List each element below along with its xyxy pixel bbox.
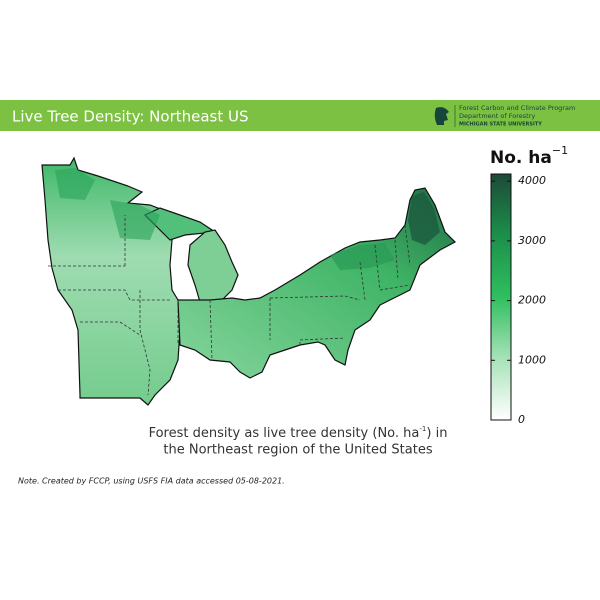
dense-area — [408, 192, 440, 245]
colorbar-tick-label: 2000 — [518, 294, 546, 307]
caption-text: Forest density as live tree density (No.… — [149, 426, 420, 441]
region-east — [177, 187, 456, 379]
colorbar: No. ha−1 0 1000 2000 3000 4000 — [490, 144, 568, 426]
colorbar-tick-label: 3000 — [518, 234, 546, 247]
colorbar-title-text: No. ha — [490, 148, 552, 168]
colorbar-title-sup: −1 — [552, 144, 568, 157]
region-michigan-up — [143, 207, 217, 241]
region-michigan-lp — [187, 229, 239, 303]
header-banner — [0, 100, 600, 131]
caption-line: the Northeast region of the United State… — [163, 443, 432, 458]
colorbar-scale — [490, 173, 512, 421]
logo: Forest Carbon and Climate Program Depart… — [434, 104, 575, 128]
header-title: Live Tree Density: Northeast US — [12, 108, 249, 126]
dense-area — [330, 243, 395, 270]
caption-sup: -1 — [419, 425, 426, 433]
caption-line: Forest density as live tree density (No.… — [149, 425, 448, 441]
logo-text: MICHIGAN STATE UNIVERSITY — [459, 122, 542, 128]
dense-area — [55, 168, 95, 200]
colorbar-title: No. ha−1 — [490, 144, 568, 168]
logo-text: Forest Carbon and Climate Program — [459, 104, 575, 112]
logo-text: Department of Forestry — [459, 112, 535, 120]
dense-area — [110, 200, 160, 240]
map — [41, 156, 456, 406]
note: Note. Created by FCCP, using USFS FIA da… — [18, 477, 285, 486]
colorbar-tick-label: 4000 — [518, 174, 546, 187]
colorbar-tick-label: 0 — [518, 413, 525, 426]
caption-text: ) in — [426, 426, 447, 441]
logo-icon — [434, 107, 449, 125]
colorbar-tick-label: 1000 — [518, 353, 546, 366]
state-border — [48, 215, 411, 396]
